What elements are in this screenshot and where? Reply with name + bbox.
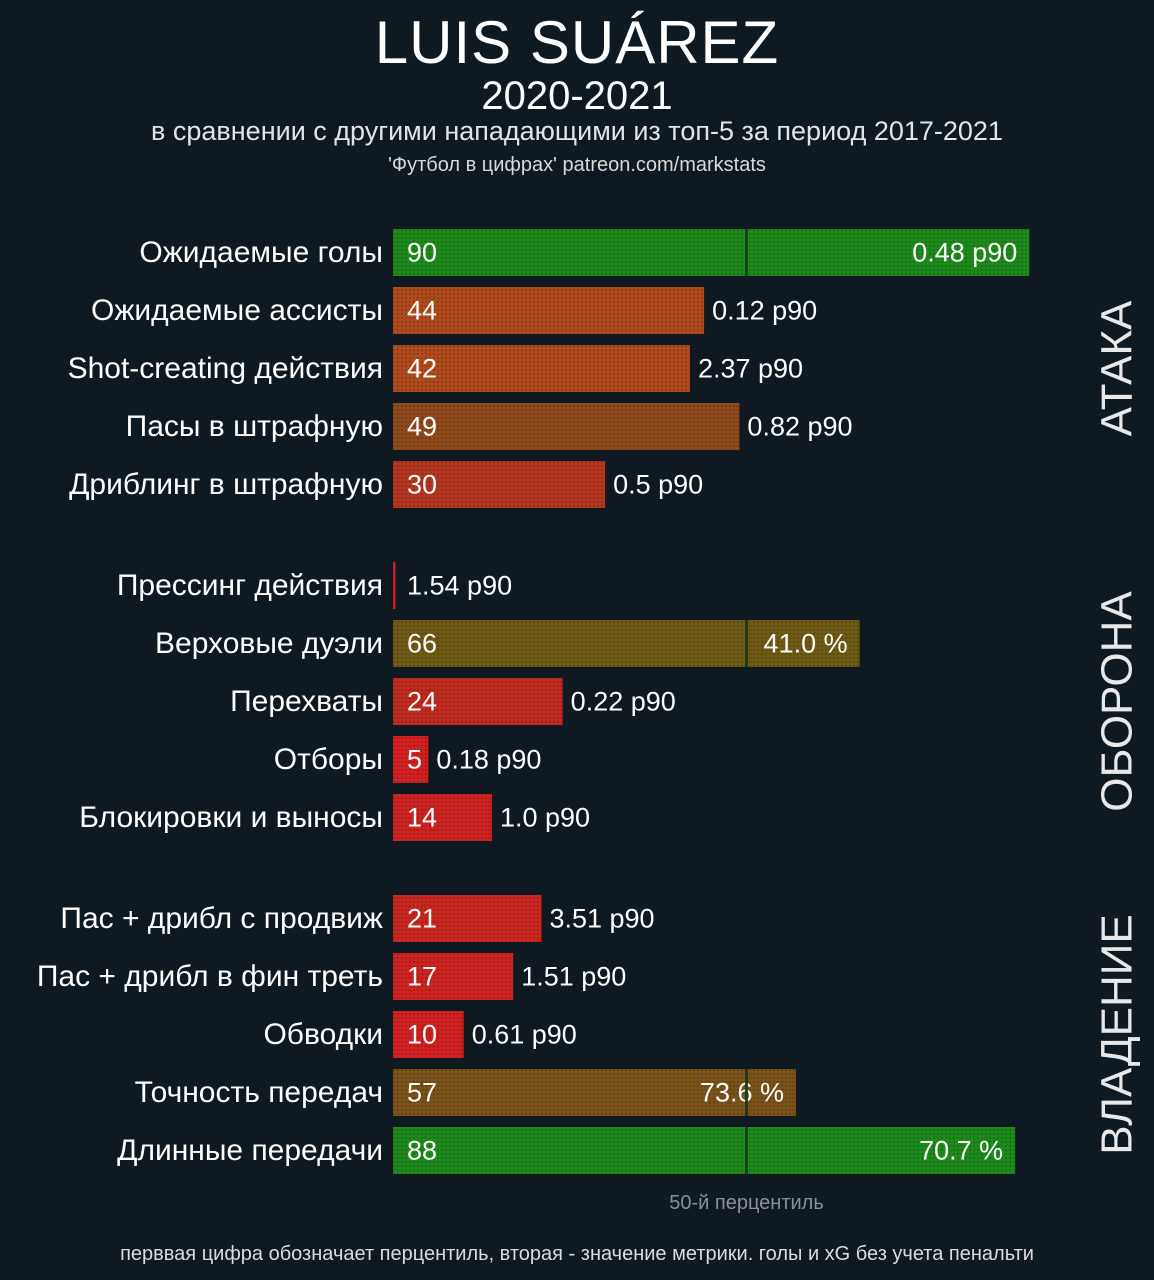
category-label: Точность передач <box>135 1076 383 1109</box>
bar-texture <box>393 287 705 334</box>
bar-texture <box>393 229 1030 276</box>
category-label: Блокировки и выносы <box>79 801 383 834</box>
bar-texture <box>393 1127 1016 1174</box>
value-label: 3.51 p90 <box>549 904 654 934</box>
chart-title: LUIS SUÁREZ <box>374 9 780 76</box>
percentile-label: 14 <box>407 803 437 833</box>
category-label: Ожидаемые голы <box>139 236 383 269</box>
bar <box>393 562 396 609</box>
source-credit: 'Футбол в цифрах' patreon.com/markstats <box>388 154 766 176</box>
category-label: Shot-creating действия <box>68 352 383 385</box>
percentile-label: 30 <box>407 470 437 500</box>
group-label: АТАКА <box>1093 300 1142 436</box>
category-label: Прессинг действия <box>117 569 383 602</box>
percentile-label: 5 <box>407 745 422 775</box>
value-label: 0.12 p90 <box>712 296 817 326</box>
value-label: 0.22 p90 <box>571 687 676 717</box>
bar-texture <box>393 1011 464 1058</box>
category-label: Пас + дрибл в фин треть <box>37 960 383 993</box>
value-label: 0.5 p90 <box>613 470 703 500</box>
category-label: Верховые дуэли <box>155 627 383 660</box>
percentile-label: 21 <box>407 904 437 934</box>
percentile-label: 42 <box>407 354 437 384</box>
category-label: Дриблинг в штрафную <box>69 468 383 501</box>
season-label: 2020-2021 <box>481 74 673 118</box>
category-label: Обводки <box>263 1018 383 1051</box>
category-label: Ожидаемые ассисты <box>91 294 383 327</box>
percentile-label: 24 <box>407 687 437 717</box>
value-label: 41.0 % <box>764 629 848 659</box>
group-label: ВЛАДЕНИЕ <box>1093 914 1142 1154</box>
value-label: 73.6 % <box>700 1078 784 1108</box>
category-label: Пас + дрибл с продвиж <box>60 902 383 935</box>
bar-texture <box>393 461 606 508</box>
percentile-label: 88 <box>407 1136 437 1166</box>
value-label: 0.18 p90 <box>436 745 541 775</box>
category-label: Длинные передачи <box>117 1134 383 1167</box>
bar-texture <box>393 403 740 450</box>
percentile-bar-chart: Ожидаемые голы 90 0.48 p90 Ожидаемые ассист… <box>37 229 1142 1214</box>
percentile-label: 10 <box>407 1020 437 1050</box>
bar-texture <box>393 345 690 392</box>
value-label: 70.7 % <box>919 1136 1003 1166</box>
percentile-label: 44 <box>407 296 437 326</box>
bar-texture <box>393 794 492 841</box>
value-label: 1.0 p90 <box>500 803 590 833</box>
percentile-label: 17 <box>407 962 437 992</box>
bar-texture <box>393 895 542 942</box>
chart-subtitle: в сравнении с другими нападающими из топ… <box>151 116 1003 146</box>
value-label: 2.37 p90 <box>698 354 803 384</box>
percentile-label: 57 <box>407 1078 437 1108</box>
bar-texture <box>393 736 429 783</box>
group-label: ОБОРОНА <box>1093 591 1142 812</box>
median-label: 50-й перцентиль <box>669 1192 824 1214</box>
value-label: 0.48 p90 <box>912 238 1017 268</box>
footnote: перввая цифра обозначает перцентиль, вто… <box>120 1243 1034 1265</box>
value-label: 0.82 p90 <box>747 412 852 442</box>
value-label: 0.61 p90 <box>472 1020 577 1050</box>
percentile-label: 90 <box>407 238 437 268</box>
category-label: Перехваты <box>230 685 383 718</box>
bar-texture <box>393 620 860 667</box>
bar-texture <box>393 953 514 1000</box>
percentile-label: 49 <box>407 412 437 442</box>
value-label: 1.51 p90 <box>521 962 626 992</box>
bar-texture <box>393 678 563 725</box>
value-label: 1.54 p90 <box>407 571 512 601</box>
category-label: Пасы в штрафную <box>126 410 383 443</box>
bar-texture <box>393 1069 796 1116</box>
category-label: Отборы <box>274 743 383 776</box>
percentile-label: 66 <box>407 629 437 659</box>
